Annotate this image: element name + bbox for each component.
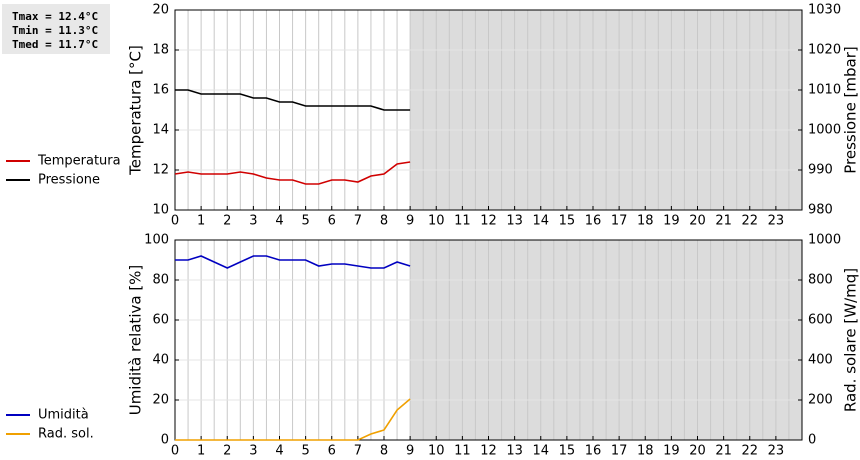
x-tick-label: 10 <box>428 444 445 459</box>
y2-axis-title: Pressione [mbar] <box>842 46 860 174</box>
x-tick-label: 15 <box>559 214 576 229</box>
y2-tick-label: 1010 <box>808 83 841 98</box>
x-tick-label: 18 <box>637 444 654 459</box>
series-line <box>174 161 411 185</box>
y2-tick-label: 1000 <box>808 123 841 138</box>
y-tick-label: 12 <box>152 163 169 178</box>
x-tick-label: 20 <box>689 214 706 229</box>
y-tick-label: 10 <box>152 203 169 218</box>
stats: Tmax = 12.4°C Tmin = 11.3°C Tmed = 11.7°… <box>12 10 98 51</box>
y2-tick-label: 980 <box>808 203 833 218</box>
legend-label: Umidità <box>38 408 89 423</box>
x-tick-label: 8 <box>380 214 388 229</box>
x-tick-label: 9 <box>406 214 414 229</box>
y-tick-label: 0 <box>161 433 169 448</box>
series-line <box>175 398 411 441</box>
y2-tick-label: 1000 <box>808 233 841 248</box>
y2-tick-label: 200 <box>808 393 833 408</box>
y-tick-label: 16 <box>152 83 169 98</box>
stats-box <box>2 4 110 54</box>
x-tick-label: 14 <box>532 444 549 459</box>
x-tick-label: 8 <box>380 444 388 459</box>
stat-tmin: Tmin = 11.3°C <box>12 24 98 37</box>
y2-tick-label: 990 <box>808 163 833 178</box>
y-tick-label: 18 <box>152 43 169 58</box>
y2-tick-label: 600 <box>808 313 833 328</box>
legend-label: Temperatura <box>37 154 121 169</box>
stat-tmed: Tmed = 11.7°C <box>12 38 98 51</box>
x-tick-label: 11 <box>454 214 471 229</box>
y-tick-label: 100 <box>144 233 169 248</box>
x-tick-label: 3 <box>249 444 257 459</box>
x-tick-label: 14 <box>532 214 549 229</box>
x-tick-label: 9 <box>406 444 414 459</box>
x-tick-label: 5 <box>301 444 309 459</box>
x-tick-label: 13 <box>506 214 523 229</box>
y2-axis-title: Rad. solare [W/mq] <box>842 268 860 412</box>
y-axis-title: Temperatura [°C] <box>127 45 145 176</box>
x-tick-label: 0 <box>171 444 179 459</box>
series-line <box>175 255 411 269</box>
x-tick-label: 17 <box>611 214 628 229</box>
x-tick-label: 3 <box>249 214 257 229</box>
legend-label: Pressione <box>38 173 100 188</box>
x-tick-label: 7 <box>354 444 362 459</box>
x-tick-label: 13 <box>506 444 523 459</box>
y-tick-label: 20 <box>152 393 169 408</box>
x-tick-label: 21 <box>715 444 732 459</box>
x-tick-label: 7 <box>354 214 362 229</box>
plot-frame <box>174 9 803 211</box>
x-tick-label: 23 <box>768 444 785 459</box>
x-tick-label: 11 <box>454 444 471 459</box>
x-tick-label: 15 <box>559 444 576 459</box>
y-tick-label: 40 <box>152 353 169 368</box>
x-tick-label: 18 <box>637 214 654 229</box>
x-tick-label: 4 <box>275 214 283 229</box>
x-tick-label: 12 <box>480 444 497 459</box>
x-tick-label: 2 <box>223 214 231 229</box>
y-tick-label: 20 <box>152 3 169 18</box>
x-tick-label: 6 <box>328 444 336 459</box>
x-tick-label: 16 <box>585 444 602 459</box>
stat-tmax: Tmax = 12.4°C <box>12 10 98 23</box>
y2-tick-label: 400 <box>808 353 833 368</box>
x-tick-label: 12 <box>480 214 497 229</box>
x-tick-label: 21 <box>715 214 732 229</box>
x-tick-label: 0 <box>171 214 179 229</box>
y2-tick-label: 1030 <box>808 3 841 18</box>
legend-label: Rad. sol. <box>38 427 94 442</box>
x-tick-label: 20 <box>689 444 706 459</box>
x-tick-label: 19 <box>663 444 680 459</box>
x-tick-label: 5 <box>301 214 309 229</box>
plot-frame <box>174 239 803 441</box>
x-tick-label: 16 <box>585 214 602 229</box>
series-line <box>175 89 411 111</box>
x-tick-label: 1 <box>197 214 205 229</box>
x-tick-label: 10 <box>428 214 445 229</box>
x-tick-label: 23 <box>768 214 785 229</box>
y2-tick-label: 800 <box>808 273 833 288</box>
x-tick-label: 6 <box>328 214 336 229</box>
x-tick-label: 1 <box>197 444 205 459</box>
y2-tick-label: 0 <box>808 433 816 448</box>
x-tick-label: 2 <box>223 444 231 459</box>
x-tick-label: 19 <box>663 214 680 229</box>
x-tick-label: 17 <box>611 444 628 459</box>
y-tick-label: 60 <box>152 313 169 328</box>
x-tick-label: 4 <box>275 444 283 459</box>
x-tick-label: 22 <box>741 214 758 229</box>
y-tick-label: 14 <box>152 123 169 138</box>
y-tick-label: 80 <box>152 273 169 288</box>
x-tick-label: 22 <box>741 444 758 459</box>
y-axis-title: Umidità relativa [%] <box>127 265 145 416</box>
y2-tick-label: 1020 <box>808 43 841 58</box>
